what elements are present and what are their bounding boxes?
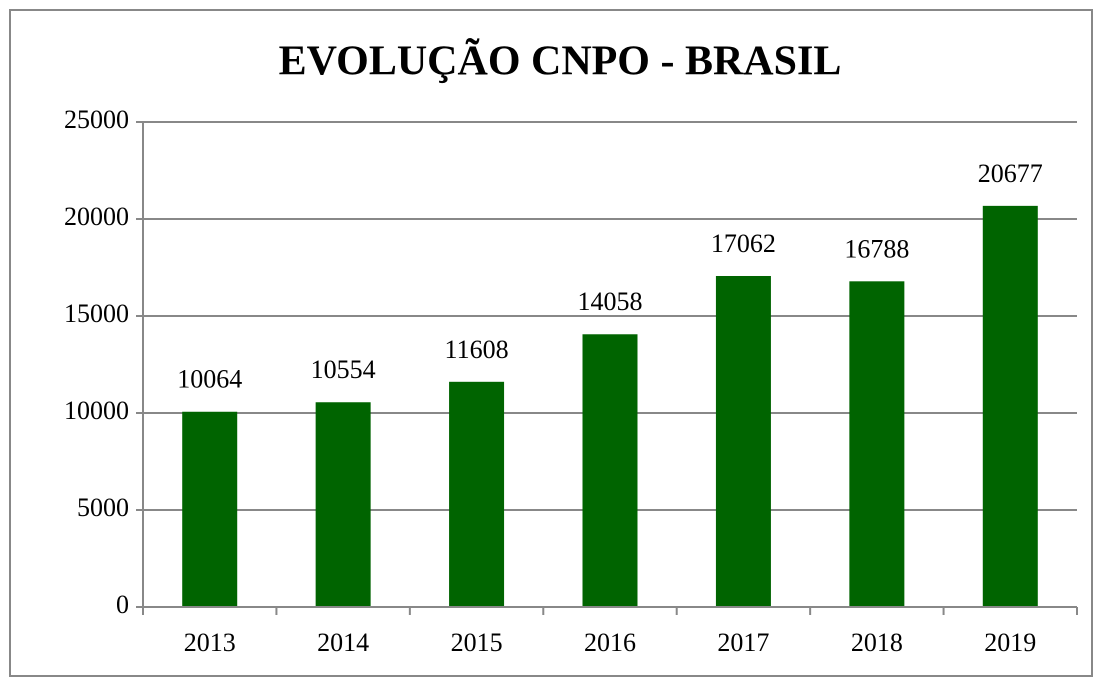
bar bbox=[315, 402, 371, 607]
y-tick-label: 20000 bbox=[64, 202, 129, 231]
x-tick-label: 2017 bbox=[717, 628, 769, 657]
chart-title: EVOLUÇÃO CNPO - BRASIL bbox=[279, 38, 842, 85]
bar bbox=[449, 381, 505, 607]
data-label: 16788 bbox=[844, 234, 909, 263]
y-tick-label: 25000 bbox=[64, 105, 129, 134]
x-tick-label: 2014 bbox=[317, 628, 369, 657]
bar bbox=[715, 275, 771, 607]
bar bbox=[849, 281, 905, 607]
y-tick-label: 5000 bbox=[77, 493, 129, 522]
bar bbox=[182, 411, 238, 607]
y-tick-label: 0 bbox=[116, 590, 129, 619]
x-tick-label: 2015 bbox=[451, 628, 503, 657]
x-tick-label: 2013 bbox=[184, 628, 236, 657]
data-label: 20677 bbox=[978, 159, 1043, 188]
x-tick-label: 2018 bbox=[851, 628, 903, 657]
bar bbox=[982, 205, 1038, 607]
data-label: 10554 bbox=[311, 355, 376, 384]
x-tick-label: 2016 bbox=[584, 628, 636, 657]
data-label: 10064 bbox=[177, 365, 242, 394]
bar bbox=[582, 334, 638, 607]
data-label: 11608 bbox=[445, 335, 509, 364]
x-tick-label: 2019 bbox=[984, 628, 1036, 657]
chart-border bbox=[9, 9, 1093, 677]
data-label: 14058 bbox=[578, 287, 643, 316]
y-tick-label: 10000 bbox=[64, 396, 129, 425]
data-label: 17062 bbox=[711, 229, 776, 258]
y-tick-label: 15000 bbox=[64, 299, 129, 328]
